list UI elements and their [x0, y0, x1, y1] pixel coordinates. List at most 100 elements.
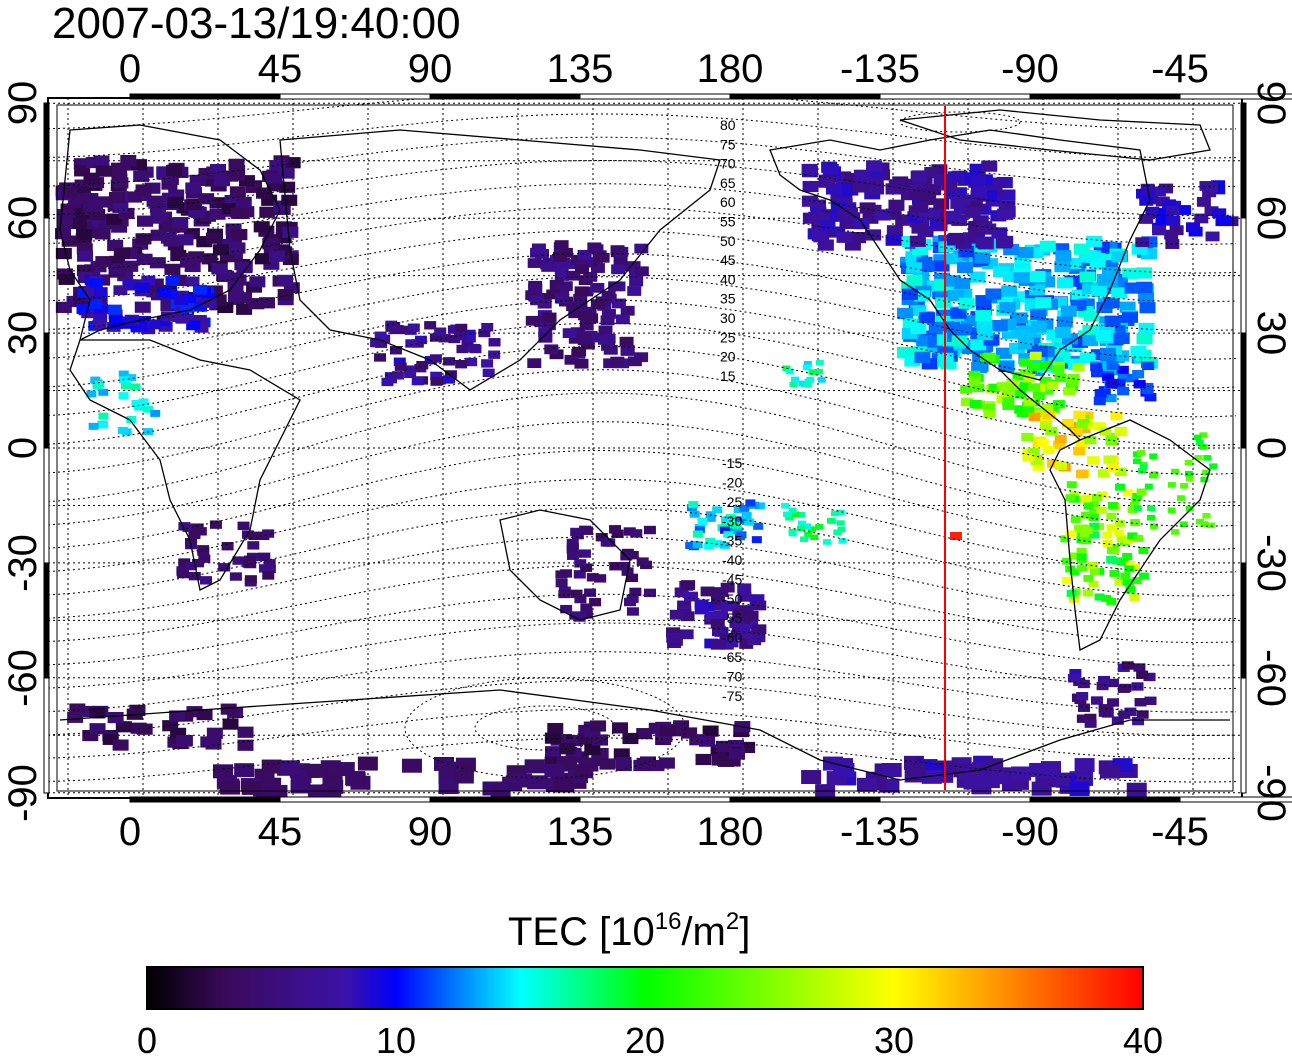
tec-cell — [944, 275, 961, 287]
lon-tick-label-bottom: 45 — [258, 810, 303, 854]
tec-cell — [263, 564, 276, 574]
tec-cell — [245, 181, 262, 193]
tec-cell — [1072, 336, 1089, 348]
tec-cell — [822, 164, 839, 176]
tec-cell — [1171, 529, 1180, 535]
tec-cell — [584, 727, 601, 739]
colorbar-tick-label: 20 — [625, 1020, 665, 1057]
tec-cell — [1177, 495, 1186, 501]
tec-cell — [1088, 500, 1099, 508]
tec-cell — [1054, 261, 1071, 273]
tec-cell — [1152, 225, 1167, 236]
tec-cell — [150, 409, 161, 417]
tec-cell — [713, 610, 728, 621]
tec-cell — [982, 258, 999, 270]
tec-cell — [109, 255, 126, 267]
tec-cell — [956, 261, 973, 274]
tec-cell — [810, 534, 819, 541]
tec-cell — [868, 183, 885, 195]
tec-cell — [1077, 415, 1090, 424]
tec-cell — [797, 520, 806, 527]
tec-cell — [591, 734, 608, 746]
tec-cell — [525, 290, 540, 301]
tec-cell — [615, 314, 630, 325]
tec-cell — [751, 536, 762, 544]
tec-cell — [1095, 249, 1112, 261]
tec-cell — [1043, 410, 1056, 420]
tec-cell — [627, 356, 642, 367]
tec-cell — [1140, 189, 1155, 200]
tec-cell — [912, 201, 929, 213]
tec-cell — [1151, 186, 1166, 197]
tec-cell — [156, 166, 173, 178]
tec-cell — [1001, 390, 1014, 399]
tec-cell — [88, 278, 103, 288]
tec-cell — [897, 307, 914, 320]
tec-cell — [626, 594, 639, 603]
tec-cell — [711, 626, 726, 637]
tec-cell — [830, 510, 839, 517]
tec-cell — [975, 304, 992, 316]
tec-cell — [575, 264, 590, 275]
tec-cell — [1102, 540, 1113, 548]
tec-cell — [677, 609, 692, 619]
tec-cell — [175, 735, 192, 747]
tec-cell — [1088, 508, 1099, 516]
tec-cell — [590, 263, 605, 273]
tec-cell — [273, 200, 290, 212]
tec-cell — [1180, 483, 1189, 489]
tec-cell — [964, 206, 981, 218]
tec-cell — [1176, 205, 1191, 215]
tec-cell — [1077, 679, 1090, 689]
tec-cell — [1118, 710, 1131, 719]
tec-cell — [1139, 464, 1148, 471]
tec-cell — [1096, 506, 1107, 514]
tec-cell — [914, 290, 931, 302]
tec-cell — [1193, 434, 1202, 441]
tec-cell — [752, 624, 767, 635]
tec-cell — [1106, 555, 1117, 563]
colorbar-label-exponent: 16 — [655, 908, 682, 935]
tec-cell — [1049, 345, 1066, 358]
tec-cell — [209, 197, 226, 209]
tec-cell — [1138, 468, 1147, 474]
tec-cell — [84, 286, 99, 296]
tec-cell — [911, 222, 928, 234]
tec-cell — [1076, 553, 1087, 561]
tec-cell — [1092, 494, 1103, 502]
tec-cell — [1001, 285, 1018, 297]
lon-tick-label-bottom: -90 — [1001, 810, 1059, 854]
mlat-label: 65 — [720, 175, 736, 191]
mlat-contour — [48, 252, 1237, 332]
tec-cell — [1166, 215, 1181, 226]
tec-cell — [627, 286, 642, 296]
tec-cell — [579, 320, 594, 331]
tec-cell — [783, 511, 792, 518]
tec-cell — [1109, 325, 1126, 337]
tec-cell — [1022, 405, 1035, 415]
tec-cell — [73, 293, 90, 306]
tec-cell — [970, 339, 987, 351]
tec-cell — [697, 517, 708, 525]
tec-cell — [976, 221, 993, 233]
tec-cell — [1065, 494, 1076, 502]
tec-cell — [524, 759, 545, 774]
mlat-contour — [48, 345, 1237, 447]
tec-cell — [944, 188, 961, 200]
tec-cell — [976, 328, 993, 341]
tec-cell — [61, 186, 78, 199]
tec-cell — [1084, 713, 1097, 723]
tec-cell — [1009, 342, 1026, 354]
tec-cell — [971, 361, 988, 374]
tec-cell — [1054, 373, 1067, 383]
tec-cell — [798, 380, 807, 387]
tec-cell — [196, 236, 213, 248]
tec-cell — [803, 360, 812, 367]
tec-cell — [1209, 463, 1218, 469]
frame-segment — [1029, 796, 1181, 803]
tec-cell — [1080, 495, 1091, 503]
tec-cell — [205, 232, 222, 244]
tec-cell — [541, 262, 556, 272]
tec-cell — [580, 563, 593, 572]
tec-cell — [933, 260, 950, 272]
